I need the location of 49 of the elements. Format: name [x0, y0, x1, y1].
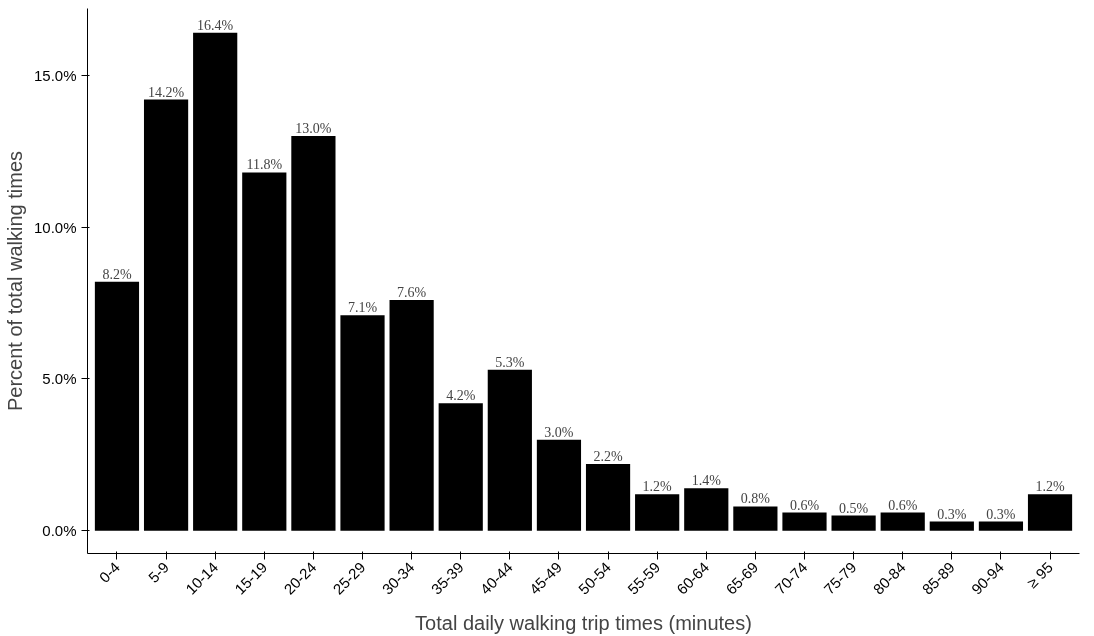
data-label: 4.2%: [446, 388, 476, 404]
bar: [782, 512, 827, 531]
y-tick-label: 5.0%: [42, 370, 77, 388]
data-label: 1.4%: [691, 473, 722, 489]
y-tick-label: 10.0%: [33, 218, 77, 236]
data-label: 0.6%: [789, 497, 820, 513]
y-tick-label: 0.0%: [42, 522, 77, 540]
bar: [880, 512, 925, 531]
bar: [978, 521, 1024, 531]
bar: [340, 315, 385, 531]
data-label: 0.6%: [888, 497, 918, 513]
data-label: 1.2%: [642, 479, 673, 495]
data-label: 7.6%: [397, 284, 427, 300]
bar: [438, 403, 483, 531]
bar: [831, 515, 876, 531]
data-label: 11.8%: [246, 157, 283, 173]
y-axis-title: Percent of total walking times: [3, 150, 26, 412]
bar: [536, 439, 582, 531]
data-label: 5.3%: [495, 354, 525, 370]
data-label: 8.2%: [102, 266, 132, 282]
bar: [487, 369, 532, 531]
data-label: 7.1%: [347, 300, 378, 316]
x-axis-title: Total daily walking trip times (minutes): [415, 611, 752, 634]
data-label: 1.2%: [1035, 479, 1065, 495]
bar: [929, 521, 974, 531]
data-label: 3.0%: [544, 424, 574, 440]
x-tick-label: ≥ 95: [1023, 558, 1057, 592]
bar: [242, 172, 287, 531]
bar: [1027, 494, 1073, 531]
data-label: 13.0%: [295, 121, 332, 137]
data-label: 2.2%: [593, 448, 623, 464]
data-label: 0.5%: [839, 500, 869, 516]
bar: [733, 506, 778, 531]
bar: [193, 32, 238, 531]
data-label: 14.2%: [147, 84, 185, 100]
data-label: 0.3%: [986, 506, 1016, 522]
bar: [635, 494, 680, 531]
bar: [94, 281, 140, 531]
bar: [291, 136, 336, 531]
bar: [684, 488, 729, 531]
bar: [143, 99, 189, 531]
data-label: 16.4%: [197, 17, 234, 33]
x-tick-label: 5-9: [144, 558, 173, 586]
bar: [389, 299, 434, 531]
data-label: 0.8%: [740, 491, 771, 507]
data-label: 0.3%: [937, 506, 967, 522]
bar: [585, 463, 631, 531]
x-tick-label: 0-4: [95, 558, 123, 586]
y-tick-label: 15.0%: [33, 66, 77, 84]
